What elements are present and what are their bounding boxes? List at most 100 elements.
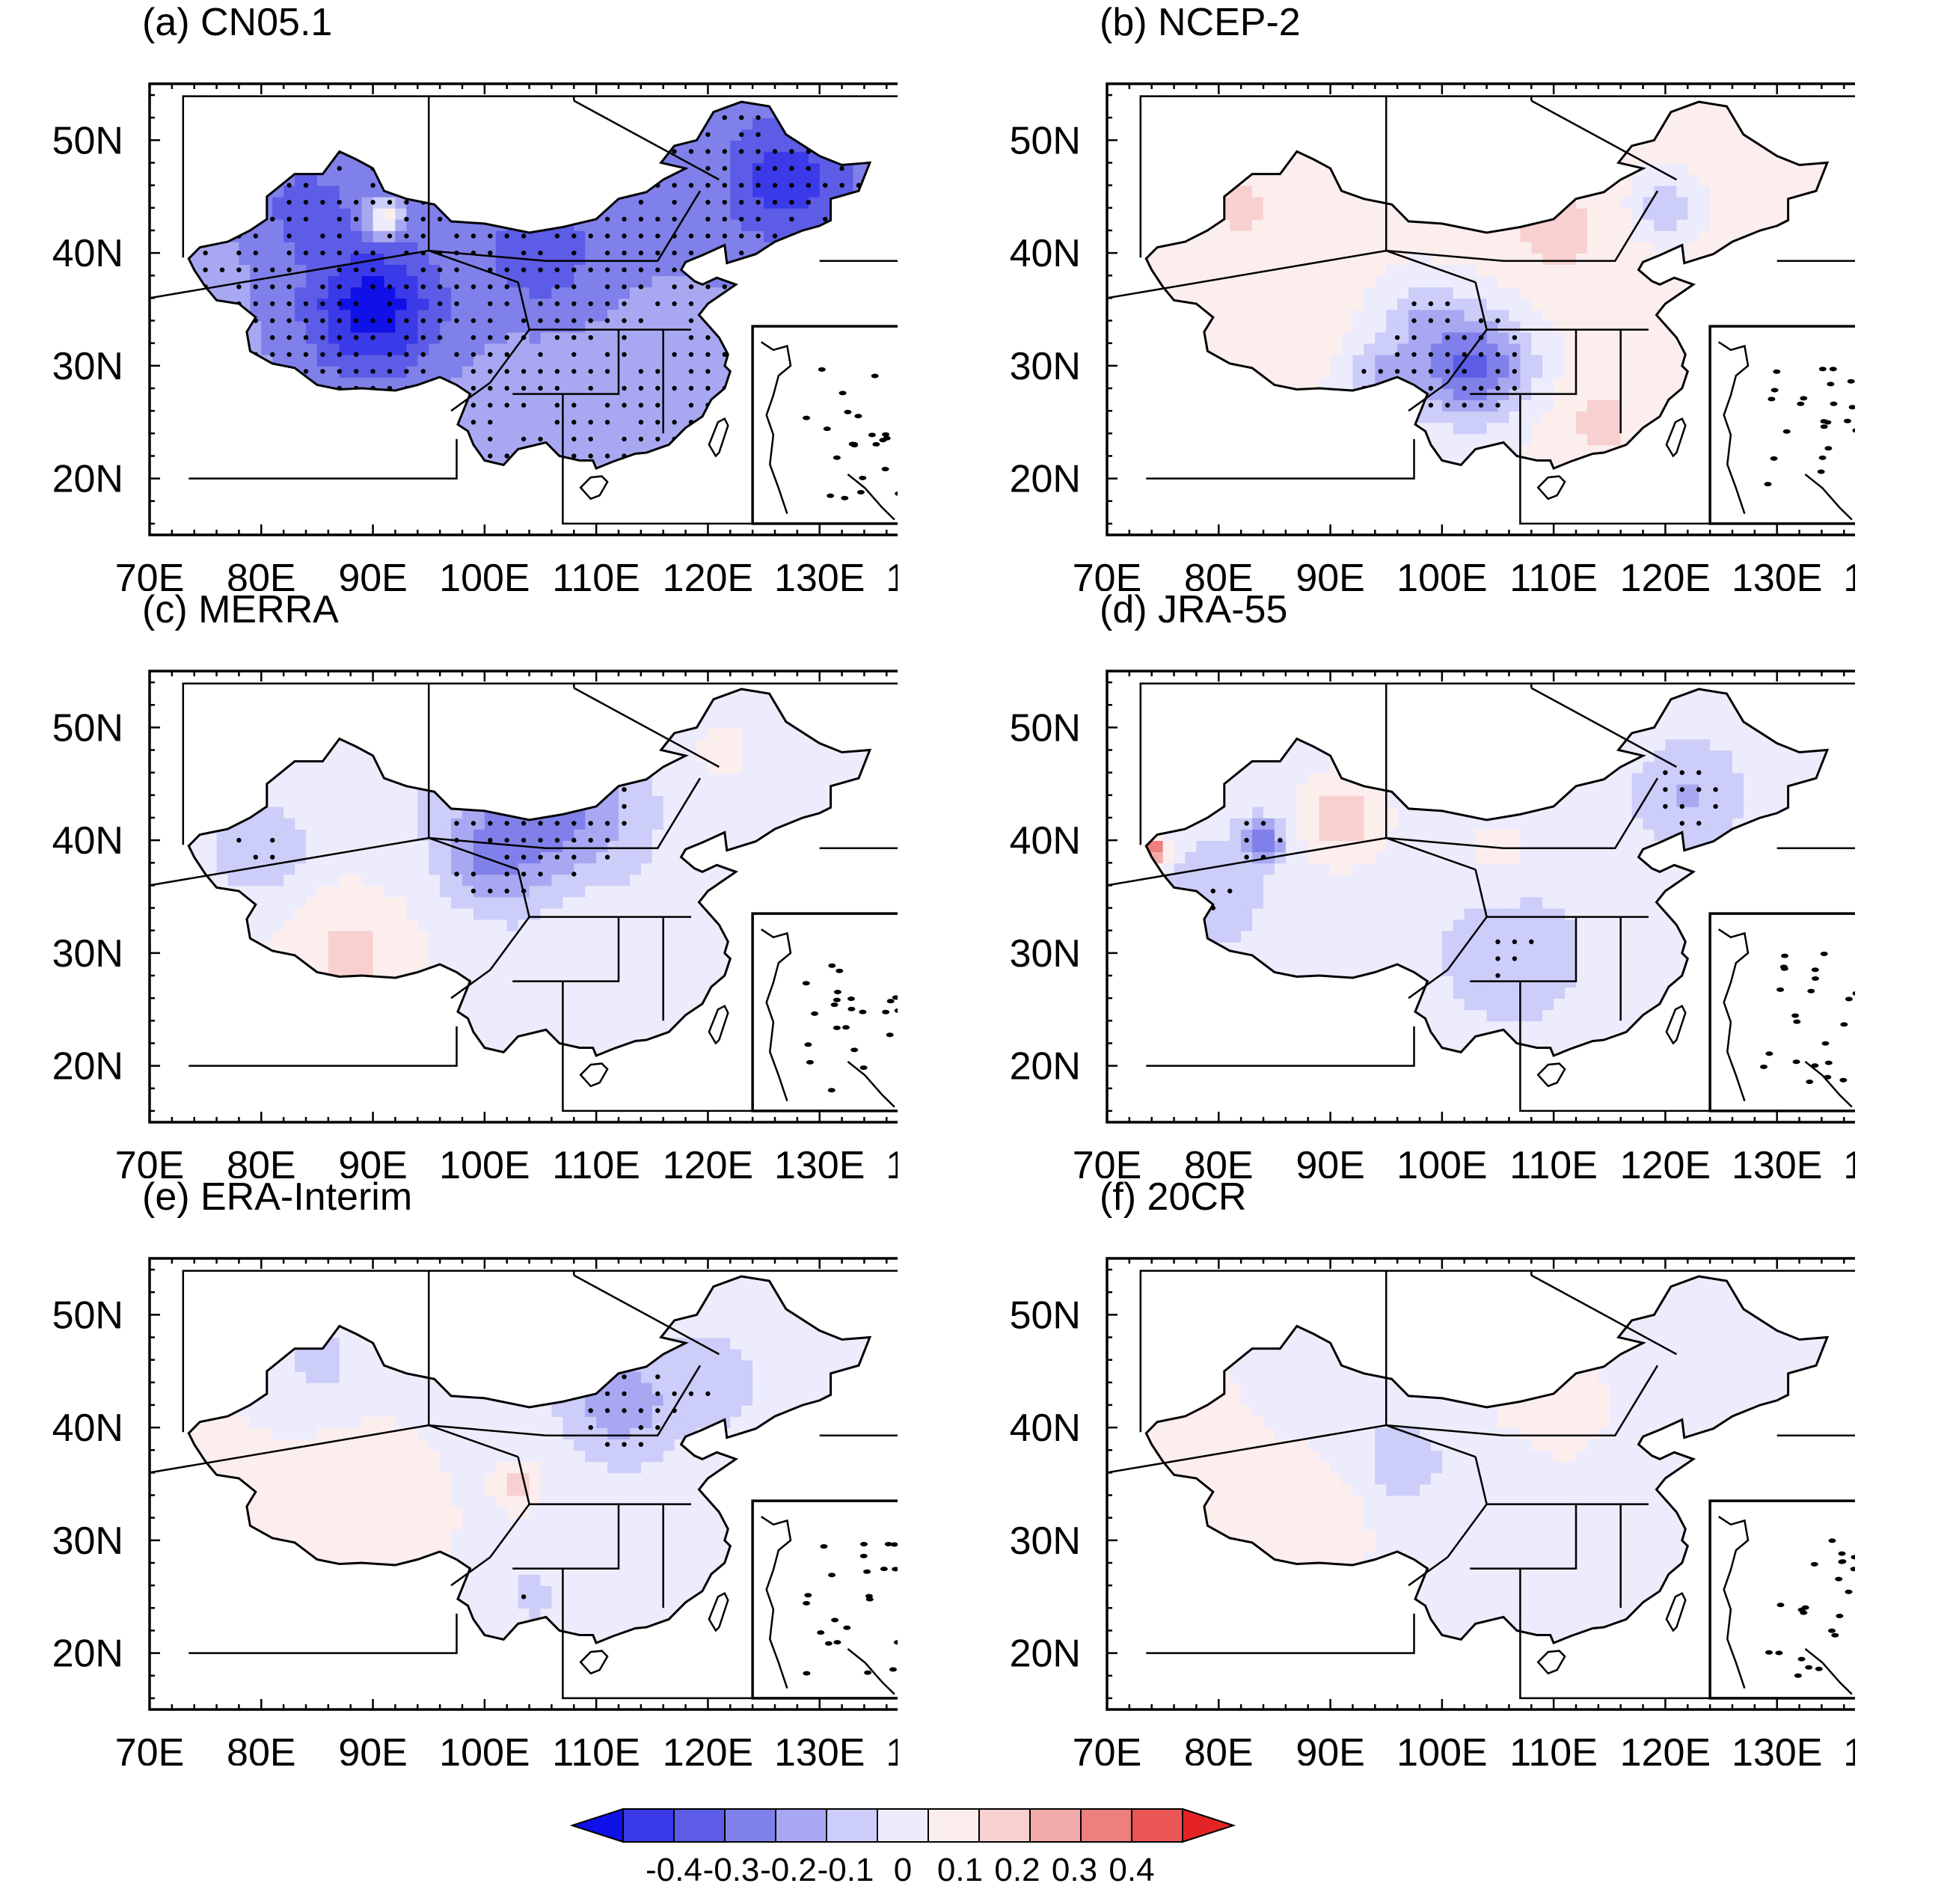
field-cell [651,343,664,355]
field-cell [562,343,575,355]
field-cell [674,207,687,220]
field-cell [1620,185,1633,198]
field-cell [1285,298,1298,310]
field-cell [1146,151,1153,164]
field-cell [1386,320,1398,333]
stipple-dot [588,301,593,307]
field-cell [708,467,720,469]
field-cell [1610,490,1622,502]
stipple-dot [404,471,408,475]
field-cell [640,151,653,164]
field-cell [1296,298,1309,310]
stipple-dot [219,335,225,340]
field-cell [1453,422,1465,435]
field-cell [1285,444,1298,457]
stipple-dot [622,335,627,340]
field-cell [1576,320,1588,333]
field-cell [227,162,240,175]
field-cell [417,467,429,469]
field-cell [1174,117,1186,130]
field-cell [1497,377,1510,389]
field-cell [473,479,485,491]
field-cell [495,309,508,322]
stipple-dot [354,149,359,154]
field-cell [864,287,870,299]
field-cell [1386,479,1398,491]
field-cell [250,400,263,411]
field-cell [1654,354,1667,367]
field-cell [205,151,218,164]
field-cell [1453,411,1465,423]
field-cell [1420,365,1432,378]
field-cell [663,196,675,209]
field-cell [1665,162,1678,175]
field-cell [629,298,642,310]
field-cell [1341,320,1354,333]
field-cell [1554,422,1566,435]
field-cell [1497,242,1510,254]
field-cell [607,264,619,277]
field-cell [651,106,664,118]
field-cell [775,218,787,231]
field-cell [1207,479,1219,491]
field-cell [1330,411,1343,423]
field-cell [562,490,574,502]
field-cell [384,218,396,231]
field-cell [1542,309,1554,322]
field-cell [473,377,485,389]
field-cell [1441,253,1454,265]
field-cell [1151,411,1164,423]
field-cell [506,320,519,333]
field-cell [540,467,553,469]
field-cell [574,151,586,164]
field-cell [1643,309,1655,322]
field-cell [1218,467,1230,469]
field-cell [495,331,508,344]
field-cell [1352,242,1365,254]
field-cell [1352,264,1365,277]
field-cell [1565,400,1577,411]
field-cell [696,343,709,355]
stipple-dot [454,200,459,205]
field-cell [1631,411,1644,423]
field-cell [1352,230,1365,242]
field-cell [194,230,206,242]
stipple-dot [404,233,409,239]
field-cell [1441,377,1454,389]
field-cell [473,309,485,322]
stipple-dot [638,233,644,239]
field-cell [283,388,295,400]
field-cell [1643,129,1655,141]
field-cell [752,117,764,130]
field-cell [1676,264,1689,277]
field-cell [462,140,474,153]
stipple-dot [188,402,191,408]
field-cell [350,309,363,322]
field-cell [1464,400,1477,411]
field-cell [1486,218,1499,231]
stipple-dot [203,402,208,408]
stipple-dot [286,267,292,272]
stipple-dot [655,402,660,408]
field-cell [261,117,273,130]
field-cell [506,433,519,446]
field-cell [1386,490,1398,502]
field-cell [1631,377,1644,389]
field-cell [730,433,742,446]
stipple-dot [236,250,242,256]
field-cell [451,331,463,344]
region-box [574,95,898,262]
field-cell [640,117,653,130]
field-cell [540,140,553,153]
field-cell [1319,309,1331,322]
field-cell [1319,218,1331,231]
field-cell [1375,309,1387,322]
field-cell [1241,218,1253,231]
field-cell [306,151,318,164]
field-cell [518,140,530,153]
field-cell [640,264,653,277]
field-cell [1341,400,1354,411]
field-cell [685,174,698,186]
field-cell [1497,253,1510,265]
stipple-dot [188,102,191,103]
